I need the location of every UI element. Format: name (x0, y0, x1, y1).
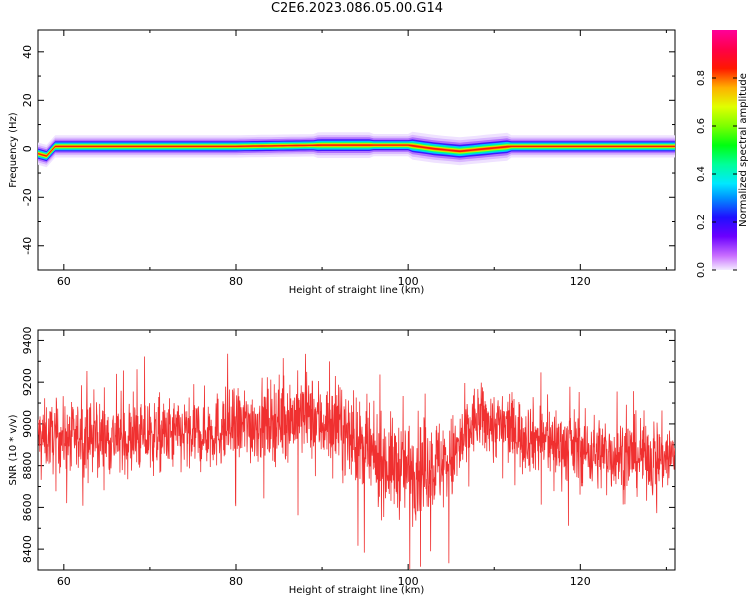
colorbar-gradient (712, 30, 737, 270)
y-axis-label: Frequency (Hz) (8, 112, 19, 188)
y-tick-label: -40 (21, 237, 34, 255)
y-tick-label: 40 (21, 45, 34, 59)
x-tick-label: 100 (398, 575, 419, 588)
y-tick-label: 20 (21, 93, 34, 107)
x-tick-label: 80 (229, 575, 243, 588)
colorbar-tick-label: 0.8 (696, 70, 707, 86)
colorbar-tick-label: 0.0 (696, 262, 707, 278)
colorbar-tick-label: 0.2 (696, 214, 707, 230)
x-tick-label: 60 (57, 275, 71, 288)
y-tick-label: 9400 (21, 326, 34, 354)
colorbar-tick-label: 0.4 (696, 166, 707, 182)
x-tick-label: 60 (57, 575, 71, 588)
x-axis-label: Height of straight line (km) (289, 585, 425, 596)
snr-series (38, 353, 675, 570)
spectrogram-panel: 60 80 100 120 -40 -20 0 20 40 Height of straight … (8, 29, 676, 296)
y-tick-label: 9200 (21, 368, 34, 396)
x-tick-label: 80 (229, 275, 243, 288)
ridge-layer (38, 143, 675, 158)
x-tick-label: 120 (570, 275, 591, 288)
y-tick-label: 9000 (21, 410, 34, 438)
y-tick-label: 8600 (21, 493, 34, 521)
snr-panel: 60 80 100 120 8400 8600 8800 9000 9200 9400 Height… (8, 326, 676, 596)
y-tick-label: 8800 (21, 452, 34, 480)
spectral-ridge (38, 131, 675, 168)
colorbar-label: Normalized spectral amplitude (738, 73, 749, 227)
figure-title: C2E6.2023.086.05.00.G14 (270, 1, 444, 16)
x-tick-label: 120 (570, 575, 591, 588)
colorbar-tick-label: 0.6 (696, 118, 707, 134)
snr-line (38, 353, 675, 570)
y-axis-label: SNR (10 * v/v) (8, 414, 19, 485)
colorbar: 0.0 0.2 0.4 0.6 0.8 Normalized spectral ampli… (696, 30, 749, 278)
x-tick-label: 100 (398, 275, 419, 288)
y-tick-label: 0 (21, 145, 34, 152)
y-tick-label: -20 (21, 188, 34, 206)
y-tick-label: 8400 (21, 535, 34, 563)
x-axis-label: Height of straight line (km) (289, 285, 425, 296)
